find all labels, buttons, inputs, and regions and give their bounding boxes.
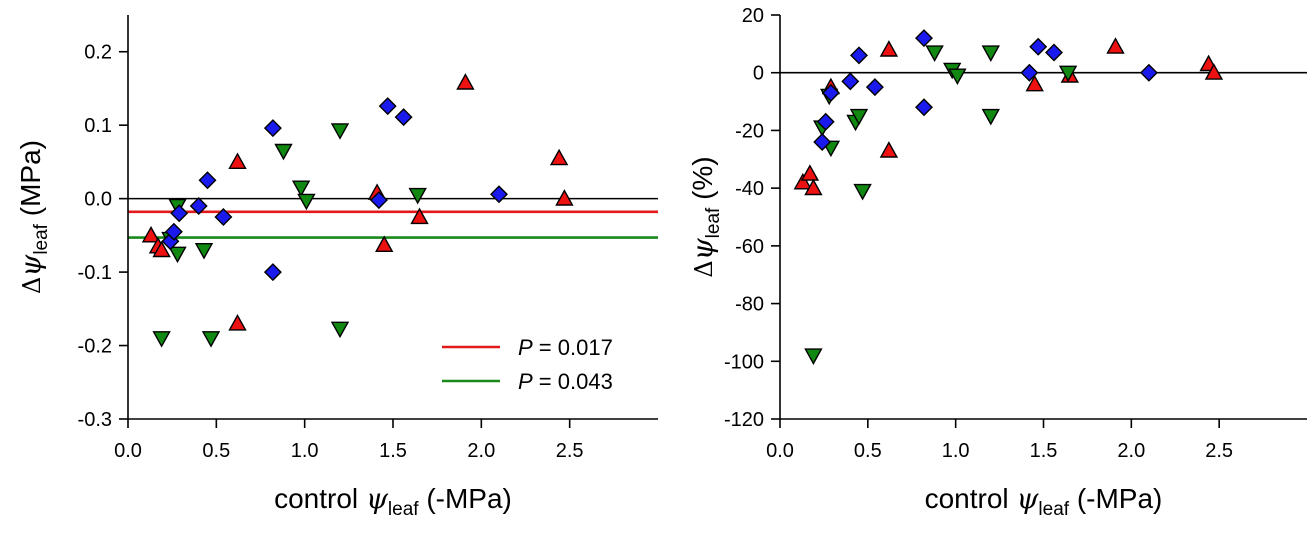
y-tick-label: -100	[724, 351, 764, 373]
legend-label-red: P = 0.017	[518, 335, 613, 360]
data-point-green-triangle-down	[948, 68, 967, 86]
data-point-red-triangle-up	[879, 141, 899, 158]
legend-label-green: P = 0.043	[518, 369, 613, 394]
data-point-blue-diamond	[865, 78, 884, 97]
data-point-red-triangle-up	[410, 207, 429, 225]
chart-left: 0.0 0.5 1.0 1.5 2.0 2.5 -0.3 -0.2 -0.1 0.0 0.1 0.2 P…	[14, 15, 658, 520]
data-point-green-triangle-down	[330, 123, 350, 140]
data-point-red-triangle-up	[1106, 37, 1125, 54]
data-point-blue-diamond	[816, 112, 835, 131]
data-point-blue-diamond	[170, 204, 189, 223]
data-point-green-triangle-down	[981, 108, 1000, 126]
x-axis-label: control ψleaf (-MPa)	[925, 482, 1163, 520]
data-point-blue-diamond	[1020, 63, 1039, 82]
x-tick-label: 2.0	[467, 440, 495, 462]
data-point-blue-diamond	[490, 185, 508, 204]
x-tick-label: 2.0	[1117, 440, 1145, 462]
y-tick-label: -40	[735, 178, 764, 200]
data-point-red-triangle-up	[549, 148, 569, 166]
y-tick-label: -0.1	[78, 262, 112, 284]
data-point-red-triangle-up	[1204, 63, 1224, 80]
data-point-blue-diamond	[378, 97, 397, 116]
data-point-blue-diamond	[813, 133, 832, 151]
y-axis-label: Δψleaf (MPa)	[14, 140, 52, 294]
y-tick-label: -0.2	[78, 336, 112, 358]
x-tick-label: 1.5	[379, 440, 407, 462]
x-tick-label: 1.5	[1030, 440, 1058, 462]
data-point-green-triangle-down	[274, 143, 293, 161]
data-point-red-triangle-up	[456, 73, 475, 90]
data-point-blue-diamond	[369, 191, 388, 210]
data-point-green-triangle-down	[201, 331, 221, 348]
data-point-blue-diamond	[915, 98, 933, 117]
y-tick-label: 0	[753, 63, 764, 85]
data-point-red-triangle-up	[152, 240, 171, 258]
data-point-green-triangle-down	[925, 45, 944, 62]
data-point-red-triangle-up	[804, 178, 823, 196]
data-point-green-triangle-down	[194, 242, 214, 260]
x-tick-label: 0.5	[854, 440, 882, 462]
data-point-green-triangle-down	[1058, 65, 1078, 83]
data-point-red-triangle-up	[555, 189, 574, 206]
x-tick-label: 0.5	[202, 440, 230, 462]
data-point-red-triangle-up	[800, 164, 820, 181]
x-tick-label: 2.5	[1205, 440, 1233, 462]
data-point-green-triangle-down	[981, 45, 1000, 62]
y-axis-label: Δψleaf (%)	[686, 156, 724, 277]
data-point-green-triangle-down	[291, 180, 311, 198]
x-tick-label: 1.0	[942, 440, 970, 462]
y-tick-label: 0.1	[84, 115, 112, 137]
y-tick-label: 0.2	[84, 42, 112, 64]
data-point-blue-diamond	[263, 119, 282, 138]
data-point-green-triangle-down	[853, 183, 872, 201]
x-tick-label: 2.5	[556, 440, 584, 462]
data-point-blue-diamond	[1139, 63, 1158, 82]
data-point-green-triangle-down	[408, 187, 427, 205]
data-point-red-triangle-up	[375, 235, 394, 253]
data-point-red-triangle-up	[141, 225, 161, 243]
data-point-red-triangle-up	[1025, 74, 1044, 92]
data-point-green-triangle-down	[297, 193, 316, 211]
data-point-blue-diamond	[164, 222, 183, 241]
chart-right: 0.0 0.5 1.0 1.5 2.0 2.5 -120 -100 -80 -60 -40 -20 0 2…	[686, 5, 1307, 520]
data-point-green-triangle-down	[330, 321, 350, 339]
data-point-green-triangle-down	[804, 348, 823, 365]
x-axis-label: control ψleaf (-MPa)	[274, 482, 512, 520]
data-point-blue-diamond	[263, 263, 282, 282]
y-tick-label: -80	[735, 294, 764, 316]
x-tick-label: 0.0	[766, 440, 794, 462]
y-tick-label: 20	[742, 5, 764, 27]
data-point-blue-diamond	[841, 72, 860, 91]
data-point-red-triangle-up	[228, 152, 247, 170]
y-tick-label: -0.3	[78, 409, 112, 431]
data-point-blue-diamond	[214, 208, 233, 226]
data-point-red-triangle-up	[793, 172, 812, 190]
data-point-blue-diamond	[394, 108, 413, 127]
x-tick-label: 0.0	[114, 440, 142, 462]
y-tick-label: 0.0	[84, 189, 112, 211]
data-point-blue-diamond	[1045, 43, 1063, 62]
data-point-red-triangle-up	[879, 40, 899, 57]
data-point-green-triangle-down	[152, 331, 171, 348]
data-point-blue-diamond	[821, 83, 840, 102]
data-point-blue-diamond	[915, 29, 933, 48]
y-tick-label: -20	[735, 120, 764, 142]
data-point-blue-diamond	[198, 171, 217, 190]
data-point-blue-diamond	[1029, 37, 1048, 56]
x-tick-label: 1.0	[291, 440, 319, 462]
y-tick-label: -120	[724, 409, 764, 431]
data-point-blue-diamond	[850, 46, 868, 65]
data-point-green-triangle-down	[849, 108, 869, 126]
y-tick-label: -60	[735, 236, 764, 258]
data-point-green-triangle-down	[168, 246, 187, 264]
data-point-red-triangle-up	[228, 314, 247, 331]
data-point-blue-diamond	[189, 197, 208, 215]
